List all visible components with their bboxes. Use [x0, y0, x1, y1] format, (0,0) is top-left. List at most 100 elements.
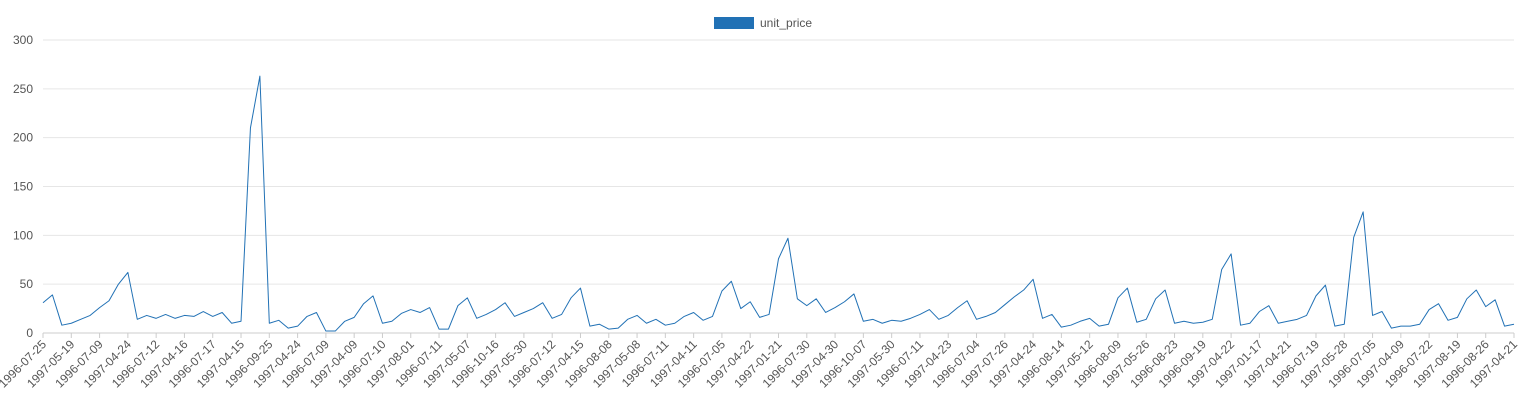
data-point[interactable] [975, 317, 979, 321]
data-point[interactable] [1314, 294, 1318, 298]
data-point[interactable] [588, 324, 592, 328]
data-point[interactable] [1154, 297, 1158, 301]
data-point[interactable] [465, 296, 469, 300]
data-point[interactable] [758, 315, 762, 319]
data-point[interactable] [871, 317, 875, 321]
data-point[interactable] [1371, 313, 1375, 317]
data-point[interactable] [899, 319, 903, 323]
data-point[interactable] [720, 289, 724, 293]
data-point[interactable] [126, 270, 130, 274]
data-point[interactable] [522, 310, 526, 314]
data-point[interactable] [1474, 288, 1478, 292]
data-point[interactable] [1455, 315, 1459, 319]
data-point[interactable] [314, 310, 318, 314]
legend-swatch-unit-price[interactable] [714, 17, 754, 29]
data-point[interactable] [258, 74, 262, 78]
data-point[interactable] [352, 315, 356, 319]
data-point[interactable] [1389, 326, 1393, 330]
data-point[interactable] [475, 316, 479, 320]
data-point[interactable] [484, 312, 488, 316]
data-point[interactable] [1003, 303, 1007, 307]
data-point[interactable] [786, 236, 790, 240]
data-point[interactable] [296, 324, 300, 328]
data-point[interactable] [1041, 316, 1045, 320]
data-point[interactable] [1286, 319, 1290, 323]
data-point[interactable] [1182, 319, 1186, 323]
data-point[interactable] [446, 327, 450, 331]
data-point[interactable] [1135, 320, 1139, 324]
data-point[interactable] [607, 327, 611, 331]
data-point[interactable] [182, 313, 186, 317]
data-point[interactable] [1012, 295, 1016, 299]
data-point[interactable] [116, 282, 120, 286]
data-point[interactable] [1399, 324, 1403, 328]
data-point[interactable] [220, 310, 224, 314]
data-point[interactable] [805, 304, 809, 308]
data-point[interactable] [380, 321, 384, 325]
data-point[interactable] [1333, 324, 1337, 328]
data-point[interactable] [946, 313, 950, 317]
data-point[interactable] [1418, 322, 1422, 326]
data-point[interactable] [88, 313, 92, 317]
data-point[interactable] [192, 314, 196, 318]
data-point[interactable] [861, 319, 865, 323]
data-point[interactable] [1088, 316, 1092, 320]
data-point[interactable] [597, 322, 601, 326]
data-point[interactable] [1427, 308, 1431, 312]
data-point[interactable] [201, 310, 205, 314]
data-point[interactable] [145, 313, 149, 317]
data-point[interactable] [1503, 324, 1507, 328]
data-point[interactable] [1484, 305, 1488, 309]
data-point[interactable] [824, 310, 828, 314]
data-point[interactable] [635, 313, 639, 317]
data-point[interactable] [748, 300, 752, 304]
data-point[interactable] [79, 317, 83, 321]
data-point[interactable] [1248, 321, 1252, 325]
data-point[interactable] [1163, 288, 1167, 292]
data-point[interactable] [795, 297, 799, 301]
data-point[interactable] [578, 286, 582, 290]
data-point[interactable] [814, 297, 818, 301]
data-point[interactable] [1446, 318, 1450, 322]
data-point[interactable] [654, 317, 658, 321]
data-point[interactable] [644, 321, 648, 325]
data-point[interactable] [1229, 252, 1233, 256]
data-point[interactable] [918, 312, 922, 316]
data-point[interactable] [230, 321, 234, 325]
data-point[interactable] [418, 310, 422, 314]
data-point[interactable] [1125, 286, 1129, 290]
data-point[interactable] [1069, 323, 1073, 327]
data-point[interactable] [692, 310, 696, 314]
data-point[interactable] [267, 321, 271, 325]
data-point[interactable] [956, 306, 960, 310]
data-point[interactable] [767, 312, 771, 316]
data-point[interactable] [937, 317, 941, 321]
data-point[interactable] [560, 312, 564, 316]
data-point[interactable] [1050, 312, 1054, 316]
data-point[interactable] [154, 316, 158, 320]
data-point[interactable] [333, 329, 337, 333]
data-point[interactable] [1031, 277, 1035, 281]
data-point[interactable] [503, 301, 507, 305]
data-point[interactable] [852, 292, 856, 296]
data-point[interactable] [69, 321, 73, 325]
data-point[interactable] [456, 304, 460, 308]
data-point[interactable] [1465, 297, 1469, 301]
data-point[interactable] [107, 299, 111, 303]
data-point[interactable] [437, 327, 441, 331]
data-point[interactable] [1380, 310, 1384, 314]
data-point[interactable] [1220, 268, 1224, 272]
data-point[interactable] [1437, 302, 1441, 306]
data-point[interactable] [1342, 322, 1346, 326]
data-point[interactable] [173, 316, 177, 320]
data-point[interactable] [673, 321, 677, 325]
data-point[interactable] [965, 299, 969, 303]
data-point[interactable] [1305, 313, 1309, 317]
data-point[interactable] [1352, 235, 1356, 239]
data-point[interactable] [324, 329, 328, 333]
data-point[interactable] [1267, 304, 1271, 308]
data-point[interactable] [616, 326, 620, 330]
data-point[interactable] [993, 310, 997, 314]
data-point[interactable] [409, 308, 413, 312]
data-point[interactable] [1408, 324, 1412, 328]
